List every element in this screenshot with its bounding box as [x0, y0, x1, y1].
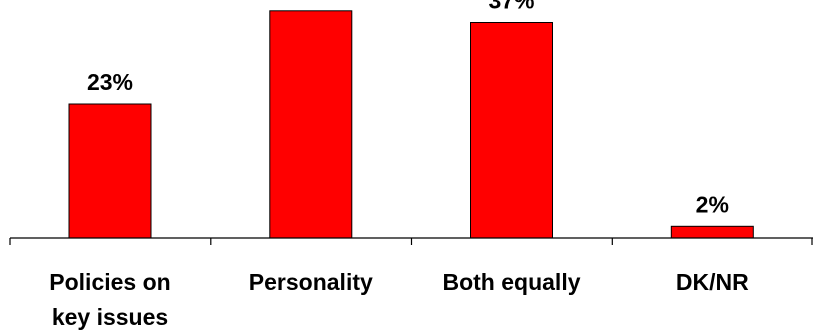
bar-0: [68, 103, 152, 239]
data-label-3: 2%: [696, 191, 729, 217]
data-label-2: 37%: [488, 0, 534, 14]
category-label-line: DK/NR: [676, 269, 749, 295]
category-label-0: Policies on key issues: [49, 269, 170, 330]
x-axis: [9, 237, 813, 245]
data-label-1: 39%: [288, 0, 334, 2]
category-label-3: DK/NR: [676, 269, 749, 295]
bar-3: [670, 225, 754, 239]
category-label-line: Both equally: [442, 269, 580, 295]
bars-layer: [68, 10, 754, 239]
category-label-line: Policies on: [49, 269, 170, 295]
category-label-line: Personality: [249, 269, 373, 295]
data-labels: 23% 39% 37% 2%: [87, 0, 729, 217]
data-label-0: 23%: [87, 69, 133, 95]
category-label-line: key issues: [52, 304, 168, 330]
bar-1: [269, 10, 353, 239]
category-labels: Policies on key issues Personality Both equ…: [49, 269, 749, 330]
bar-2: [470, 22, 553, 239]
category-label-1: Personality: [249, 269, 373, 295]
category-label-2: Both equally: [442, 269, 580, 295]
